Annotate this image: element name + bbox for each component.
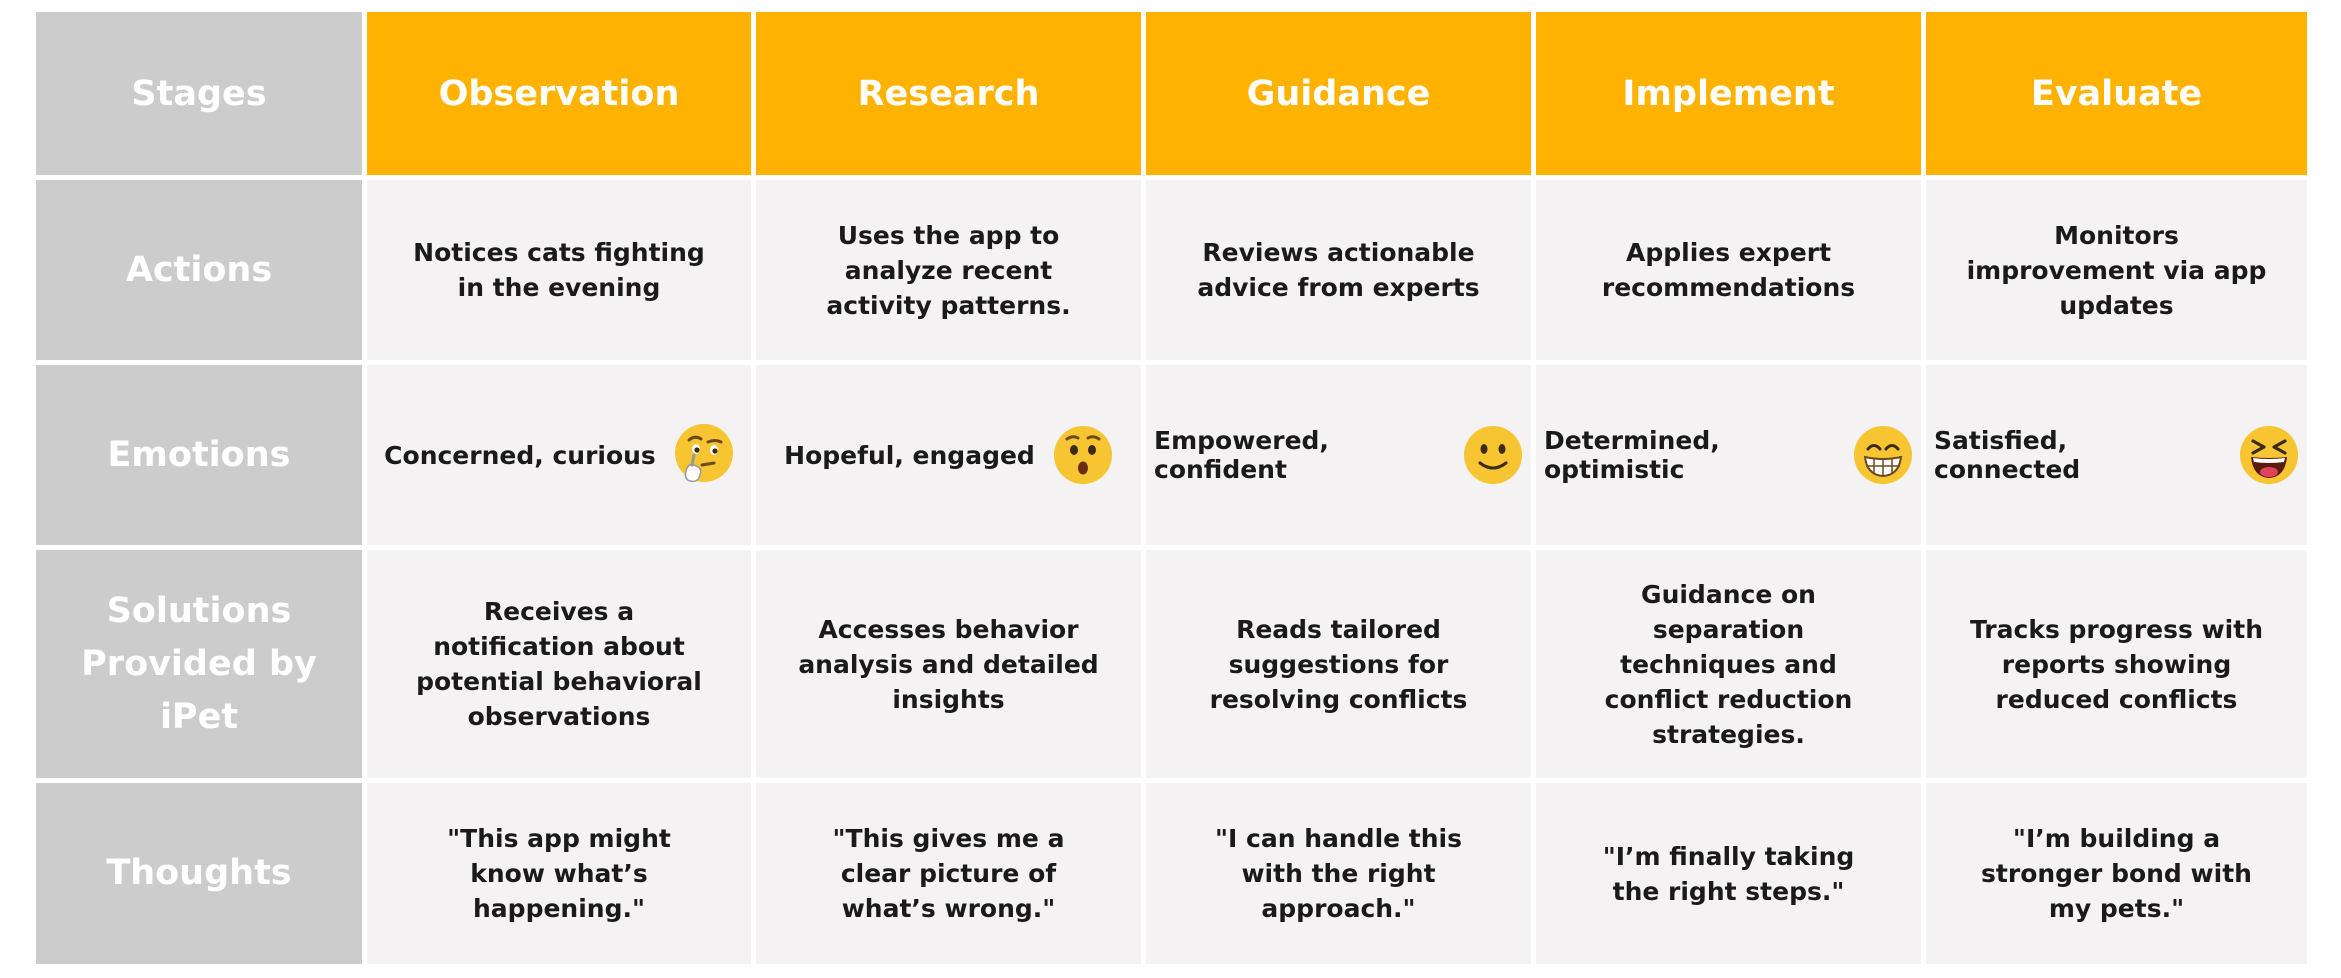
emotions-guidance-cell: Empowered, confident [1146,365,1531,545]
solutions-research-cell: Accesses behavior analysis and detailed … [756,550,1141,778]
emotion-text: Hopeful, engaged [784,440,1035,470]
stage-guidance-header: Guidance [1146,12,1531,175]
solutions-row-header: Solutions Provided by iPet [36,550,362,778]
thinking-face-icon [674,423,734,487]
solutions-guidance-cell: Reads tailored suggestions for resolving… [1146,550,1531,778]
stage-implement-header: Implement [1536,12,1921,175]
emotions-row-header: Emotions [36,365,362,545]
actions-guidance-cell: Reviews actionable advice from experts [1146,180,1531,360]
slightly-smiling-face-icon [1463,425,1523,485]
thoughts-research-cell: "This gives me a clear picture of what’s… [756,783,1141,964]
thoughts-observation-cell: "This app might know what’s happening." [367,783,751,964]
emotion-text: Concerned, curious [384,440,656,470]
thoughts-evaluate-cell: "I’m building a stronger bond with my pe… [1926,783,2307,964]
stage-research-header: Research [756,12,1141,175]
actions-evaluate-cell: Monitors improvement via app updates [1926,180,2307,360]
grinning-face-icon [1853,425,1913,485]
stages-header: Stages [36,12,362,175]
thoughts-implement-cell: "I’m finally taking the right steps." [1536,783,1921,964]
hushed-face-icon [1053,425,1113,485]
actions-research-cell: Uses the app to analyze recent activity … [756,180,1141,360]
emotion-text: Satisfied, connected [1934,426,2081,484]
solutions-observation-cell: Receives a notification about potential … [367,550,751,778]
solutions-evaluate-cell: Tracks progress with reports showing red… [1926,550,2307,778]
thoughts-row-header: Thoughts [36,783,362,964]
laughing-squinting-face-icon [2239,425,2299,485]
emotions-evaluate-cell: Satisfied, connected [1926,365,2307,545]
actions-row-header: Actions [36,180,362,360]
actions-observation-cell: Notices cats fighting in the evening [367,180,751,360]
stage-observation-header: Observation [367,12,751,175]
customer-journey-map: Stages Observation Research Guidance Imp… [36,12,2312,964]
emotions-observation-cell: Concerned, curious [367,365,751,545]
emotions-implement-cell: Determined, optimistic [1536,365,1921,545]
solutions-implement-cell: Guidance on separation techniques and co… [1536,550,1921,778]
emotions-research-cell: Hopeful, engaged [756,365,1141,545]
emotion-text: Determined, optimistic [1544,426,1720,484]
thoughts-guidance-cell: "I can handle this with the right approa… [1146,783,1531,964]
actions-implement-cell: Applies expert recommendations [1536,180,1921,360]
emotion-text: Empowered, confident [1154,426,1329,484]
stage-evaluate-header: Evaluate [1926,12,2307,175]
